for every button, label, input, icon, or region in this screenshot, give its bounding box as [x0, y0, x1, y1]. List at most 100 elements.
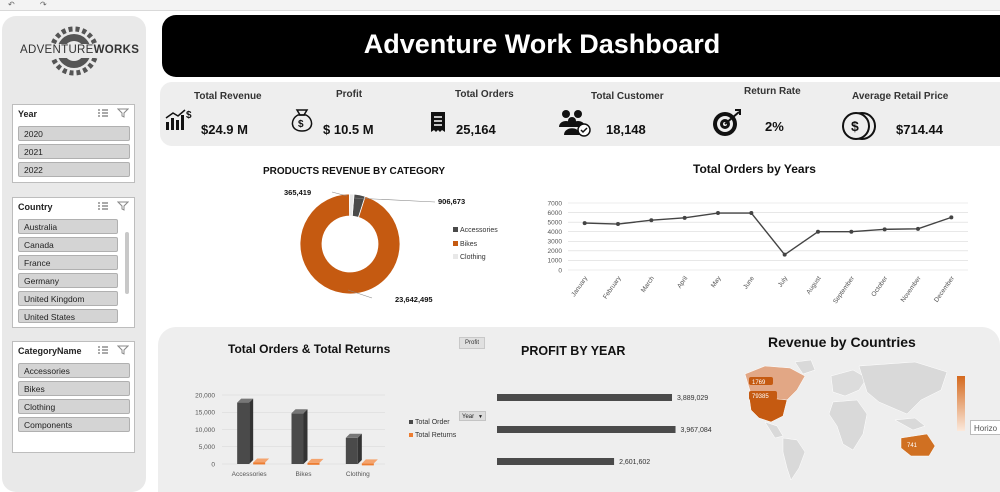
slicer-item-year[interactable]: 2022: [18, 162, 130, 177]
return-bar: [361, 463, 374, 466]
slicer-item-country[interactable]: France: [18, 255, 118, 270]
y-tick-label: 4000: [548, 229, 563, 236]
multi-select-icon[interactable]: [97, 201, 109, 211]
y-tick-label: 20,000: [195, 392, 215, 399]
x-tick-label: September: [832, 274, 856, 305]
map-region-usa: [748, 395, 788, 423]
map-region-australia: [900, 433, 936, 457]
clear-filter-icon[interactable]: [117, 345, 129, 355]
order-bar-top: [345, 433, 362, 438]
year-slicer-header: Year: [13, 105, 134, 123]
line-point: [816, 229, 820, 234]
donut-label: 906,673: [438, 197, 465, 206]
coins-icon: $: [842, 112, 876, 140]
profit-field-button[interactable]: Profit: [459, 337, 485, 349]
multi-select-icon[interactable]: [97, 345, 109, 355]
legend-label: Accessories: [460, 227, 498, 234]
line-point: [849, 229, 854, 234]
order-bar-top: [291, 409, 308, 414]
slicer-item-year[interactable]: 2020: [18, 126, 130, 141]
country-slicer-header: Country: [13, 198, 134, 216]
year-slicer-title: Year: [18, 109, 38, 119]
year-filter-dropdown[interactable]: Year ▼: [459, 411, 486, 421]
order-bar: [345, 437, 358, 464]
kpi-value: $ 10.5 M: [323, 122, 374, 137]
slicer-item-year[interactable]: 2021: [18, 144, 130, 159]
line-point: [749, 211, 754, 216]
legend-swatch: [453, 227, 458, 232]
clear-filter-icon[interactable]: [117, 201, 129, 211]
map-region-asia: [858, 361, 948, 415]
line-point: [782, 252, 787, 257]
legend-label: Total Order: [415, 419, 450, 426]
map-region-africa: [828, 399, 868, 451]
clear-filter-icon[interactable]: [117, 108, 129, 118]
kpi-strip: Total Revenue $ $24.9 M Profit $ $ 10.5 …: [160, 82, 1000, 146]
legend-label: Bikes: [460, 241, 478, 248]
orders-years-title: Total Orders by Years: [693, 162, 816, 176]
category-chart-title: PRODUCTS REVENUE BY CATEGORY: [263, 166, 446, 177]
redo-icon[interactable]: ↷: [40, 0, 47, 9]
x-tick-label: February: [602, 275, 623, 301]
svg-text:$: $: [298, 119, 304, 130]
profit-bar: [497, 394, 673, 401]
svg-text:$: $: [851, 118, 859, 134]
map-region-greenland: [794, 359, 816, 375]
x-tick-label: May: [710, 275, 723, 290]
map-label: 741: [907, 443, 918, 449]
country-slicer-title: Country: [18, 202, 53, 212]
map-region-mexico: [764, 421, 784, 439]
multi-select-icon[interactable]: [97, 108, 109, 118]
legend-label: Total Returns: [415, 432, 457, 439]
orders-line: [584, 212, 952, 256]
kpi-value: $24.9 M: [201, 122, 248, 137]
horizontal-alignment-label[interactable]: Horizo: [970, 420, 1000, 435]
logo-text-b: WORKS: [93, 44, 140, 56]
slicer-item-category[interactable]: Components: [18, 417, 130, 432]
map-color-scale: [957, 376, 965, 431]
order-bar: [291, 413, 304, 464]
line-point: [649, 218, 654, 223]
legend-swatch: [409, 420, 413, 424]
slicer-item-country[interactable]: Germany: [18, 273, 118, 288]
kpi-value: $714.44: [896, 122, 943, 137]
line-point: [716, 211, 720, 216]
logo-text-a: ADVENTURE: [20, 44, 94, 56]
orders-line-chart: 0 1000 2000 3000 4000 5000 6000 7000 January Feb…: [548, 200, 968, 305]
slicer-scrollbar[interactable]: [125, 232, 129, 294]
slicer-item-country[interactable]: United Kingdom: [18, 291, 118, 306]
profit-year-chart: 3,889,029 3,967,084 2,601,602: [497, 394, 712, 466]
sidebar: ADVENTUREWORKS Year 2020 2021 2022 Count…: [2, 16, 146, 492]
return-bar-top: [253, 458, 270, 463]
gear-logo-icon: [20, 26, 128, 76]
x-tick-label: Clothing: [346, 471, 370, 478]
slicer-item-country[interactable]: United States: [18, 309, 118, 323]
x-tick-label: October: [870, 274, 889, 298]
x-tick-label: Bikes: [296, 471, 313, 478]
line-point: [882, 227, 887, 232]
orders-returns-chart: 20,000 15,000 10,000 5,000 0 Accessories Bike…: [195, 392, 457, 478]
slicer-item-category[interactable]: Clothing: [18, 399, 130, 414]
order-bar-top: [237, 398, 254, 403]
slicer-item-country[interactable]: Canada: [18, 237, 118, 252]
slicer-item-country[interactable]: Australia: [18, 219, 118, 234]
map-bubble: [749, 391, 777, 400]
map-region-europe: [830, 369, 868, 397]
y-tick-label: 0: [211, 461, 215, 468]
slicer-item-category[interactable]: Accessories: [18, 363, 130, 378]
undo-icon[interactable]: ↶: [8, 0, 15, 9]
map-label: 79385: [752, 394, 769, 400]
map-region-south-america: [782, 437, 806, 481]
donut-label: 23,642,495: [395, 295, 433, 304]
kpi-value: 25,164: [456, 122, 496, 137]
money-bag-icon: $: [291, 109, 313, 132]
target-icon: [713, 109, 741, 136]
revenue-world-map: 1769 79385 741: [744, 359, 948, 481]
y-tick-label: 3000: [548, 239, 563, 246]
category-slicer-header: CategoryName: [13, 342, 134, 360]
return-bar-top: [307, 458, 324, 463]
dropdown-arrow-icon: ▼: [478, 414, 483, 420]
line-point: [682, 215, 687, 220]
order-bar-side: [357, 433, 362, 464]
slicer-item-category[interactable]: Bikes: [18, 381, 130, 396]
